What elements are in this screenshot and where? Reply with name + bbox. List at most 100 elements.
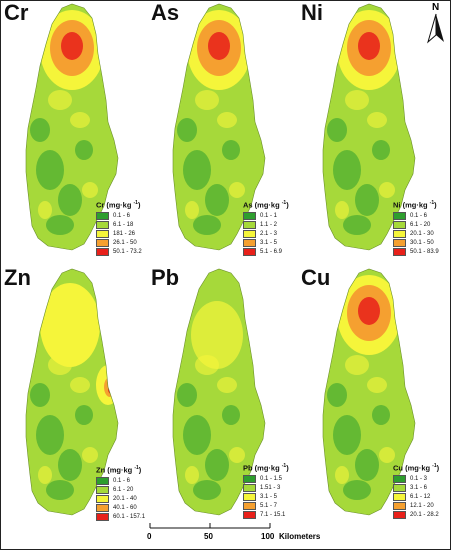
legend-title-close: )	[137, 200, 141, 210]
qatar-map-zn	[25, 268, 119, 516]
legend-swatch	[243, 230, 256, 238]
legend-swatch	[96, 477, 109, 485]
element-label-ni: Ni	[301, 0, 323, 25]
legend-entry: 1.51 - 3	[243, 484, 305, 493]
legend-range-label: 0.1 - 1.5	[260, 476, 283, 482]
legend-title-text: Pb (mg·kg	[243, 463, 282, 473]
legend-entry: 0.1 - 1	[243, 212, 305, 221]
legend-title-text: Zn (mg·kg	[96, 465, 135, 475]
qatar-map-ni	[322, 3, 416, 251]
legend-range-label: 30.1 - 50	[410, 240, 434, 246]
legend-range-label: 3.1 - 5	[260, 494, 278, 500]
legend-title: As (mg·kg -1)	[243, 200, 305, 210]
legend-swatch	[96, 221, 109, 229]
legend-range-label: 5.1 - 6.9	[260, 249, 283, 255]
legend-swatch	[243, 248, 256, 256]
legend-entry: 5.1 - 7	[243, 502, 305, 511]
scale-bar: 0 50 100 Kilometers	[140, 518, 320, 548]
panel-zn: Zn Zn (mg·kg -1) 0.1 - 6 6.1 - 20 20.1 - 40 4…	[0, 265, 150, 525]
element-label-cr: Cr	[4, 0, 29, 25]
legend-swatch	[243, 221, 256, 229]
legend-swatch	[96, 248, 109, 256]
legend-title-superscript: -1	[281, 463, 287, 469]
legend-swatch	[393, 493, 406, 501]
legend-swatch	[393, 230, 406, 238]
legend-swatch	[96, 513, 109, 521]
scale-tick-0: 0	[147, 532, 152, 541]
legend-swatch	[243, 212, 256, 220]
legend-range-label: 6.1 - 20	[410, 222, 431, 228]
element-label-cu: Cu	[301, 265, 331, 290]
legend-range-label: 0.1 - 1	[260, 213, 278, 219]
legend-swatch	[393, 502, 406, 510]
legend-title-superscript: -1	[432, 463, 437, 469]
legend-range-label: 5.1 - 7	[260, 503, 278, 509]
legend-title-close: )	[286, 463, 289, 473]
legend-entry: 0.1 - 1.5	[243, 475, 305, 484]
legend-swatch	[393, 221, 406, 229]
legend-entry: 26.1 - 50	[96, 239, 158, 248]
scale-bar-line	[149, 523, 271, 529]
legend-swatch	[243, 475, 256, 483]
legend-swatch	[393, 511, 406, 519]
legend-entry: 6.1 - 18	[96, 221, 158, 230]
element-label-pb: Pb	[151, 265, 180, 290]
legend-swatch	[96, 230, 109, 238]
legend-title-close: )	[286, 200, 289, 210]
legend-entry: 3.1 - 5	[243, 239, 305, 248]
legend-entry: 6.1 - 20	[393, 221, 451, 230]
legend-entry: 2.1 - 3	[243, 230, 305, 239]
scale-tick-50: 50	[204, 532, 213, 541]
legend-range-label: 3.1 - 6	[410, 485, 428, 491]
legend-title: Cr (mg·kg -1)	[96, 200, 158, 210]
legend-range-label: 1.51 - 3	[260, 485, 281, 491]
legend-title-superscript: -1	[429, 200, 435, 206]
legend-range-label: 20.1 - 30	[410, 231, 434, 237]
legend-entry: 0.1 - 6	[96, 212, 158, 221]
legend-swatch	[393, 475, 406, 483]
legend-pb: Pb (mg·kg -1) 0.1 - 1.5 1.51 - 3 3.1 - 5 5.1…	[243, 463, 305, 520]
legend-title: Zn (mg·kg -1)	[96, 465, 158, 475]
panel-as: As As (mg·kg -1) 0.1 - 1 1.1 - 2 2.1 - 3 3.1 …	[147, 0, 297, 260]
legend-range-label: 50.1 - 83.9	[410, 249, 439, 255]
legend-title-superscript: -1	[133, 200, 138, 206]
panel-cr: Cr Cr (mg·kg -1) 0.1 - 6 6.1 - 18 181 - 26 26…	[0, 0, 150, 260]
legend-swatch	[393, 248, 406, 256]
qatar-map-pb	[172, 268, 266, 516]
legend-entry: 40.1 - 60	[96, 504, 158, 513]
legend-range-label: 2.1 - 3	[260, 231, 278, 237]
legend-swatch	[393, 239, 406, 247]
legend-swatch	[96, 239, 109, 247]
legend-entry: 181 - 26	[96, 230, 158, 239]
legend-entry: 50.1 - 73.2	[96, 248, 158, 257]
element-label-zn: Zn	[4, 265, 31, 290]
legend-range-label: 40.1 - 60	[113, 505, 137, 511]
legend-entry: 3.1 - 6	[393, 484, 451, 493]
legend-range-label: 0.1 - 6	[113, 478, 131, 484]
legend-title-close: )	[138, 465, 142, 475]
legend-range-label: 6.1 - 20	[113, 487, 134, 493]
legend-range-label: 20.1 - 40	[113, 496, 137, 502]
legend-title-text: Ni (mg·kg	[393, 200, 430, 210]
legend-title-text: As (mg·kg	[243, 200, 282, 210]
legend-swatch	[96, 486, 109, 494]
legend-title-text: Cu (mg·kg	[393, 463, 433, 473]
legend-entry: 12.1 - 20	[393, 502, 451, 511]
legend-range-label: 60.1 - 157.1	[113, 514, 146, 520]
legend-range-label: 181 - 26	[113, 231, 136, 237]
legend-title-superscript: -1	[134, 465, 139, 471]
legend-cr: Cr (mg·kg -1) 0.1 - 6 6.1 - 18 181 - 26 26.1…	[96, 200, 158, 257]
legend-swatch	[243, 511, 256, 519]
legend-entry: 20.1 - 28.2	[393, 511, 451, 520]
legend-range-label: 0.1 - 6	[113, 213, 131, 219]
legend-title-superscript: -1	[281, 200, 287, 206]
legend-entry: 3.1 - 5	[243, 493, 305, 502]
panel-ni: Ni Ni (mg·kg -1) 0.1 - 6 6.1 - 20 20.1 - 30 3…	[297, 0, 447, 260]
legend-range-label: 6.1 - 18	[113, 222, 134, 228]
legend-range-label: 20.1 - 28.2	[410, 512, 439, 518]
legend-entry: 0.1 - 6	[393, 212, 451, 221]
legend-title-text: Cr (mg·kg	[96, 200, 134, 210]
legend-swatch	[393, 484, 406, 492]
legend-entry: 1.1 - 2	[243, 221, 305, 230]
legend-range-label: 0.1 - 3	[410, 476, 428, 482]
